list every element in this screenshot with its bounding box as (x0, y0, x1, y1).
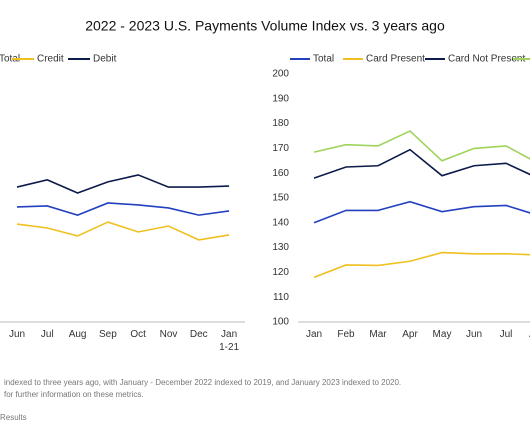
y-tick-label: 160 (272, 168, 289, 179)
footnote: indexed to three years ago, with January… (4, 378, 401, 387)
legend-label: Total (313, 54, 334, 65)
y-tick-label: 100 (272, 317, 289, 328)
y-tick-label: 180 (272, 118, 289, 129)
line-series (16, 202, 230, 216)
legend-label: Debit (93, 54, 117, 65)
x-tick-label: May (433, 329, 452, 340)
line-series (313, 200, 530, 224)
y-tick-label: 170 (272, 143, 289, 154)
x-tick-label: Nov (160, 329, 178, 340)
y-tick-label: 150 (272, 193, 289, 204)
x-tick-label: Jul (41, 329, 54, 340)
y-tick-label: 190 (272, 93, 289, 104)
x-tick-label: Apr (402, 329, 418, 340)
legend-label: Card Present (366, 54, 425, 65)
legend-label: Card Not Present (448, 54, 525, 65)
y-tick-label: 110 (273, 292, 289, 303)
footnote: for further information on these metrics… (4, 390, 144, 399)
line-series (313, 130, 530, 162)
y-tick-label: 130 (272, 242, 289, 253)
chart-title: 2022 - 2023 U.S. Payments Volume Index v… (85, 18, 445, 34)
x-tick-label: Jan 1-21 (219, 329, 239, 353)
y-tick-label: 120 (272, 267, 289, 278)
footnote: Results (0, 413, 27, 422)
legend-label: Credit (37, 54, 64, 65)
line-series (313, 251, 530, 279)
x-tick-label: Oct (130, 329, 146, 340)
x-tick-label: Aug (69, 329, 87, 340)
x-tick-label: Jul (500, 329, 513, 340)
x-tick-label: Jun (466, 329, 482, 340)
x-tick-label: Jan (306, 329, 322, 340)
line-series (16, 174, 230, 194)
line-series (16, 221, 230, 241)
x-tick-label: Feb (337, 329, 355, 340)
x-tick-label: Mar (369, 329, 387, 340)
line-series (313, 148, 530, 179)
x-tick-label: Sep (99, 329, 117, 340)
x-tick-label: Jun (9, 329, 25, 340)
y-tick-label: 140 (272, 217, 289, 228)
x-tick-label: Dec (190, 329, 208, 340)
y-tick-label: 200 (272, 69, 289, 80)
legend-label: Total (0, 54, 20, 65)
